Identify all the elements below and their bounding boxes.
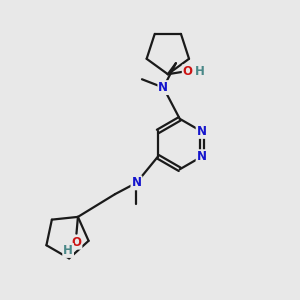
Text: N: N [158, 81, 168, 94]
Text: H: H [195, 65, 205, 78]
Text: O: O [71, 236, 81, 249]
Text: H: H [63, 244, 73, 257]
Text: N: N [131, 176, 141, 189]
Text: N: N [196, 125, 207, 138]
Text: O: O [183, 65, 193, 78]
Text: N: N [196, 150, 207, 163]
